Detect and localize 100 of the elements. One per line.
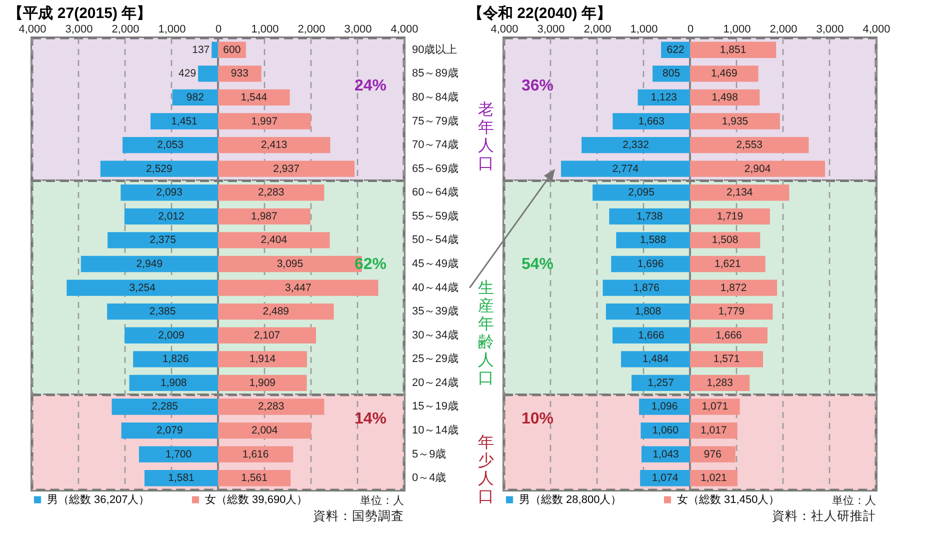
- bar: [690, 351, 764, 368]
- y-tick-label: 75～79歳: [412, 114, 458, 128]
- data-label: 1,060: [652, 424, 679, 437]
- bar: [144, 470, 218, 486]
- band-label: 生産年齢人口: [478, 278, 494, 387]
- x-tick-label: 3,000: [65, 24, 93, 36]
- x-tick-label: 3,000: [816, 24, 844, 36]
- data-label: 1,581: [168, 472, 195, 484]
- data-label: 2,937: [273, 162, 300, 175]
- data-label: 2,012: [158, 210, 185, 222]
- data-label: 1,666: [716, 329, 742, 342]
- bar: [138, 446, 218, 462]
- data-label: 1,469: [711, 68, 738, 80]
- data-label: 3,447: [285, 282, 312, 294]
- bar: [642, 446, 690, 462]
- bar: [80, 256, 218, 272]
- y-tick-label: 90歳以上: [412, 42, 458, 56]
- text: 資料：国勢調査: [313, 509, 404, 523]
- y-tick-label: 15～19歳: [412, 400, 458, 413]
- data-label: 1,451: [171, 115, 198, 128]
- bar: [602, 280, 690, 296]
- data-label: 1,074: [652, 472, 678, 484]
- annotation: 36%: [521, 78, 554, 95]
- y-tick-label: 10～14歳: [412, 424, 458, 437]
- bar: [218, 327, 316, 344]
- data-label: 2,079: [156, 424, 183, 437]
- bar: [639, 398, 690, 415]
- data-label: 1,096: [651, 400, 678, 413]
- bar: [218, 351, 307, 368]
- bar: [108, 232, 218, 248]
- y-tick-label: 5～9歳: [412, 447, 446, 460]
- bar: [609, 208, 690, 225]
- data-label: 1,257: [648, 376, 674, 389]
- x-tick-label: 4,000: [390, 24, 418, 36]
- data-label: 1,071: [702, 400, 728, 413]
- bar: [122, 136, 218, 154]
- y-tick-label: 65～69歳: [412, 162, 458, 175]
- bar: [100, 160, 218, 177]
- legend-label: 男（総数 28,800人）: [519, 494, 622, 506]
- data-label: 2,489: [262, 306, 290, 318]
- x-tick-label: 1,000: [158, 24, 186, 36]
- y-tick-label: 20～24歳: [412, 376, 458, 389]
- data-label: 1,561: [241, 472, 268, 484]
- bar: [218, 303, 334, 320]
- data-label: 3,095: [276, 258, 304, 270]
- bar: [107, 303, 218, 320]
- data-label: 1,666: [638, 329, 665, 342]
- bar: [218, 113, 311, 130]
- data-label: 1,484: [642, 353, 669, 366]
- data-label: 1,909: [249, 376, 276, 389]
- bar: [150, 113, 218, 130]
- bar: [690, 232, 760, 248]
- bar: [592, 184, 690, 201]
- bar: [218, 66, 262, 82]
- bar: [690, 303, 773, 320]
- data-label: 2,375: [150, 234, 176, 246]
- y-tick-label: 85～89歳: [412, 66, 458, 80]
- y-tick-label: 55～59歳: [412, 209, 458, 222]
- x-tick-label: 1,000: [630, 24, 658, 36]
- data-label: 2,285: [152, 400, 178, 413]
- annotation: 24%: [354, 78, 387, 95]
- bar: [124, 208, 218, 225]
- bar: [690, 280, 778, 296]
- x-tick-label: 1,000: [251, 24, 279, 36]
- bar: [212, 42, 218, 58]
- bar: [218, 208, 310, 225]
- data-label: 1,779: [718, 306, 745, 318]
- data-label: 1,738: [636, 210, 663, 222]
- bar: [561, 160, 690, 177]
- y-tick-label: 80～84歳: [412, 90, 458, 104]
- bar: [612, 327, 690, 344]
- x-tick-label: 4,000: [18, 24, 46, 36]
- data-label: 976: [704, 448, 722, 460]
- y-tick-label: 60～64歳: [412, 186, 458, 199]
- data-label: 1,017: [700, 424, 727, 437]
- annotation: 62%: [354, 256, 387, 273]
- legend-label: 女（総数 39,690人）: [205, 494, 308, 506]
- bar: [632, 374, 690, 392]
- data-label: 1,987: [251, 210, 278, 222]
- x-tick-label: 3,000: [537, 24, 565, 36]
- data-label: 1,571: [713, 353, 740, 366]
- x-tick-label: 1,000: [723, 24, 751, 36]
- data-label: 137: [192, 44, 210, 56]
- data-label: 2,053: [157, 139, 184, 152]
- data-label: 1,021: [700, 472, 728, 484]
- data-label: 1,914: [249, 353, 276, 366]
- data-label: 1,283: [706, 376, 734, 389]
- bar: [218, 136, 330, 154]
- bar: [690, 184, 790, 201]
- data-label: 2,095: [628, 186, 655, 199]
- data-label: 2,404: [260, 234, 288, 246]
- x-tick-label: 2,000: [770, 24, 798, 36]
- legend-label: 男（総数 36,207人）: [47, 494, 150, 506]
- x-tick-label: 4,000: [490, 24, 518, 36]
- bar: [218, 160, 355, 177]
- data-label: 600: [223, 44, 241, 56]
- annotation: 54%: [521, 256, 554, 273]
- y-tick-label: 35～39歳: [412, 304, 458, 318]
- bar: [690, 113, 780, 130]
- x-tick-label: 0: [687, 24, 694, 36]
